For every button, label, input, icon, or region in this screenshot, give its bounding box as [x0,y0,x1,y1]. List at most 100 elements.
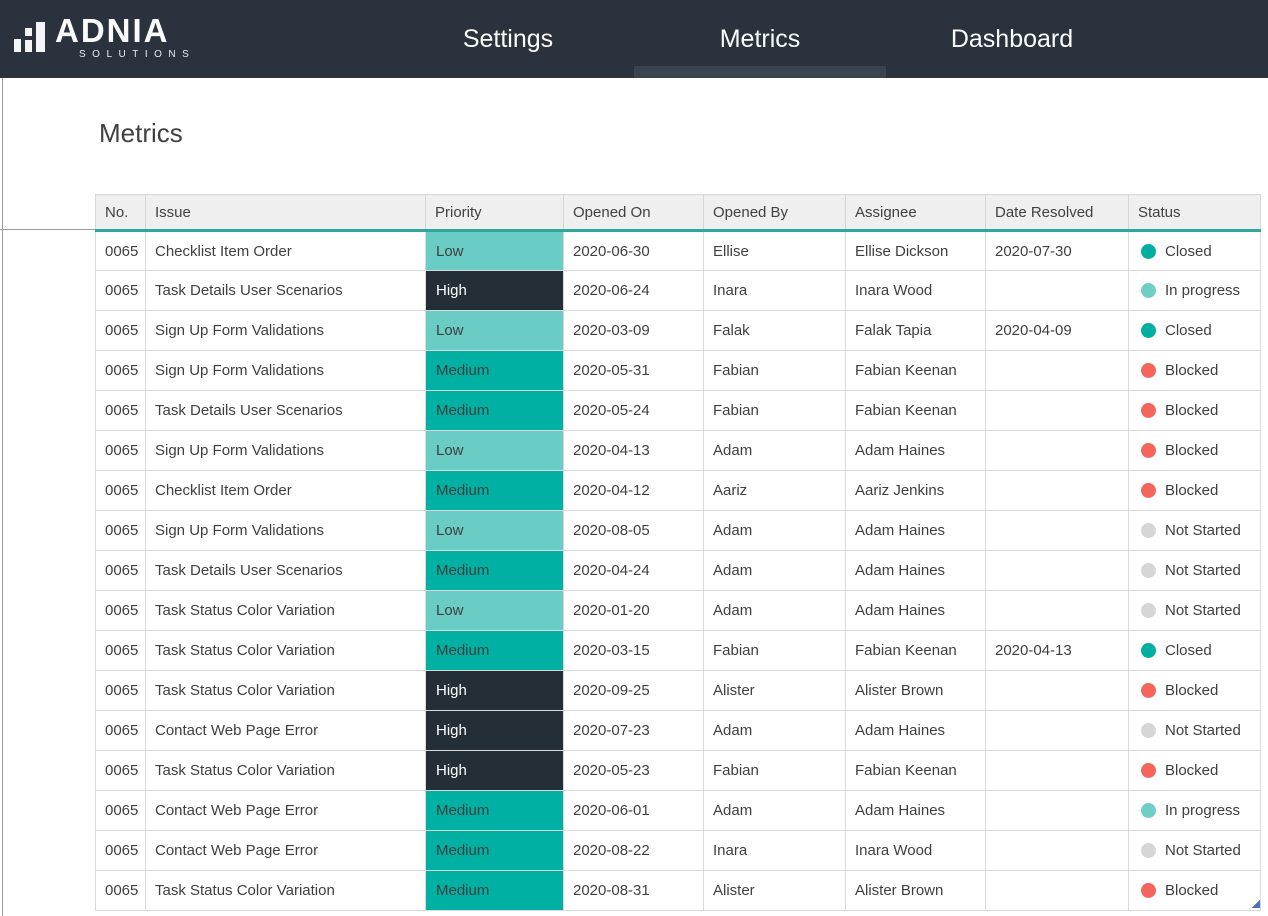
priority-badge[interactable]: High [425,670,564,711]
cell-no[interactable]: 0065 [95,230,146,271]
cell-opened-by[interactable]: Inara [703,270,846,311]
column-header-date-resolved[interactable]: Date Resolved [985,194,1129,232]
cell-issue[interactable]: Contact Web Page Error [145,790,426,831]
priority-badge[interactable]: Medium [425,630,564,671]
cell-no[interactable]: 0065 [95,510,146,551]
priority-badge[interactable]: Medium [425,830,564,871]
cell-issue[interactable]: Task Details User Scenarios [145,550,426,591]
column-header-opened-by[interactable]: Opened By [703,194,846,232]
cell-status[interactable]: Closed [1128,230,1261,271]
cell-opened-by[interactable]: Fabian [703,630,846,671]
cell-date-resolved[interactable] [985,550,1129,591]
cell-no[interactable]: 0065 [95,390,146,431]
cell-assignee[interactable]: Adam Haines [845,710,986,751]
cell-opened-by[interactable]: Fabian [703,750,846,791]
cell-issue[interactable]: Task Status Color Variation [145,670,426,711]
cell-no[interactable]: 0065 [95,710,146,751]
cell-opened-by[interactable]: Alister [703,870,846,911]
cell-opened-on[interactable]: 2020-04-13 [563,430,704,471]
cell-opened-by[interactable]: Adam [703,430,846,471]
cell-issue[interactable]: Task Status Color Variation [145,630,426,671]
cell-opened-on[interactable]: 2020-08-22 [563,830,704,871]
cell-opened-by[interactable]: Adam [703,710,846,751]
cell-opened-by[interactable]: Aariz [703,470,846,511]
cell-assignee[interactable]: Alister Brown [845,670,986,711]
cell-no[interactable]: 0065 [95,430,146,471]
cell-no[interactable]: 0065 [95,550,146,591]
tab-dashboard[interactable]: Dashboard [950,24,1074,53]
cell-date-resolved[interactable] [985,430,1129,471]
cell-opened-on[interactable]: 2020-06-30 [563,230,704,271]
priority-badge[interactable]: Medium [425,350,564,391]
cell-opened-on[interactable]: 2020-05-24 [563,390,704,431]
priority-badge[interactable]: High [425,710,564,751]
cell-status[interactable]: Not Started [1128,550,1261,591]
cell-date-resolved[interactable] [985,390,1129,431]
cell-date-resolved[interactable] [985,670,1129,711]
cell-opened-on[interactable]: 2020-01-20 [563,590,704,631]
cell-no[interactable]: 0065 [95,590,146,631]
cell-assignee[interactable]: Fabian Keenan [845,390,986,431]
cell-opened-on[interactable]: 2020-06-24 [563,270,704,311]
cell-assignee[interactable]: Alister Brown [845,870,986,911]
cell-assignee[interactable]: Adam Haines [845,790,986,831]
cell-assignee[interactable]: Adam Haines [845,590,986,631]
cell-opened-by[interactable]: Alister [703,670,846,711]
cell-issue[interactable]: Task Status Color Variation [145,750,426,791]
cell-issue[interactable]: Task Status Color Variation [145,590,426,631]
priority-badge[interactable]: Medium [425,390,564,431]
cell-date-resolved[interactable] [985,590,1129,631]
cell-issue[interactable]: Contact Web Page Error [145,830,426,871]
cell-no[interactable]: 0065 [95,670,146,711]
cell-opened-by[interactable]: Ellise [703,230,846,271]
cell-status[interactable]: Not Started [1128,710,1261,751]
cell-issue[interactable]: Sign Up Form Validations [145,310,426,351]
cell-status[interactable]: Blocked [1128,430,1261,471]
cell-status[interactable]: Not Started [1128,590,1261,631]
column-header-opened-on[interactable]: Opened On [563,194,704,232]
tab-settings[interactable]: Settings [462,24,554,53]
cell-status[interactable]: In progress [1128,270,1261,311]
cell-opened-by[interactable]: Fabian [703,350,846,391]
cell-opened-by[interactable]: Inara [703,830,846,871]
priority-badge[interactable]: Medium [425,550,564,591]
cell-status[interactable]: Blocked [1128,350,1261,391]
cell-date-resolved[interactable] [985,270,1129,311]
cell-date-resolved[interactable]: 2020-07-30 [985,230,1129,271]
cell-no[interactable]: 0065 [95,830,146,871]
cell-date-resolved[interactable] [985,830,1129,871]
cell-issue[interactable]: Sign Up Form Validations [145,430,426,471]
priority-badge[interactable]: High [425,270,564,311]
priority-badge[interactable]: Low [425,230,564,271]
column-header-priority[interactable]: Priority [425,194,564,232]
cell-opened-on[interactable]: 2020-06-01 [563,790,704,831]
cell-opened-on[interactable]: 2020-05-31 [563,350,704,391]
cell-opened-on[interactable]: 2020-08-05 [563,510,704,551]
cell-opened-by[interactable]: Adam [703,550,846,591]
priority-badge[interactable]: Low [425,310,564,351]
column-header-no[interactable]: No. [95,194,146,232]
tab-metrics[interactable]: Metrics [634,0,886,78]
cell-issue[interactable]: Checklist Item Order [145,230,426,271]
cell-no[interactable]: 0065 [95,470,146,511]
cell-assignee[interactable]: Fabian Keenan [845,350,986,391]
cell-assignee[interactable]: Ellise Dickson [845,230,986,271]
cell-status[interactable]: Not Started [1128,830,1261,871]
cell-no[interactable]: 0065 [95,630,146,671]
cell-assignee[interactable]: Fabian Keenan [845,630,986,671]
cell-assignee[interactable]: Adam Haines [845,550,986,591]
table-resize-handle-icon[interactable] [1252,900,1260,908]
cell-no[interactable]: 0065 [95,750,146,791]
cell-opened-on[interactable]: 2020-07-23 [563,710,704,751]
cell-status[interactable]: In progress [1128,790,1261,831]
cell-issue[interactable]: Checklist Item Order [145,470,426,511]
column-header-issue[interactable]: Issue [145,194,426,232]
cell-date-resolved[interactable] [985,350,1129,391]
cell-issue[interactable]: Task Details User Scenarios [145,390,426,431]
cell-no[interactable]: 0065 [95,350,146,391]
cell-assignee[interactable]: Fabian Keenan [845,750,986,791]
cell-opened-by[interactable]: Adam [703,790,846,831]
cell-status[interactable]: Blocked [1128,870,1261,911]
cell-date-resolved[interactable] [985,470,1129,511]
cell-opened-by[interactable]: Fabian [703,390,846,431]
